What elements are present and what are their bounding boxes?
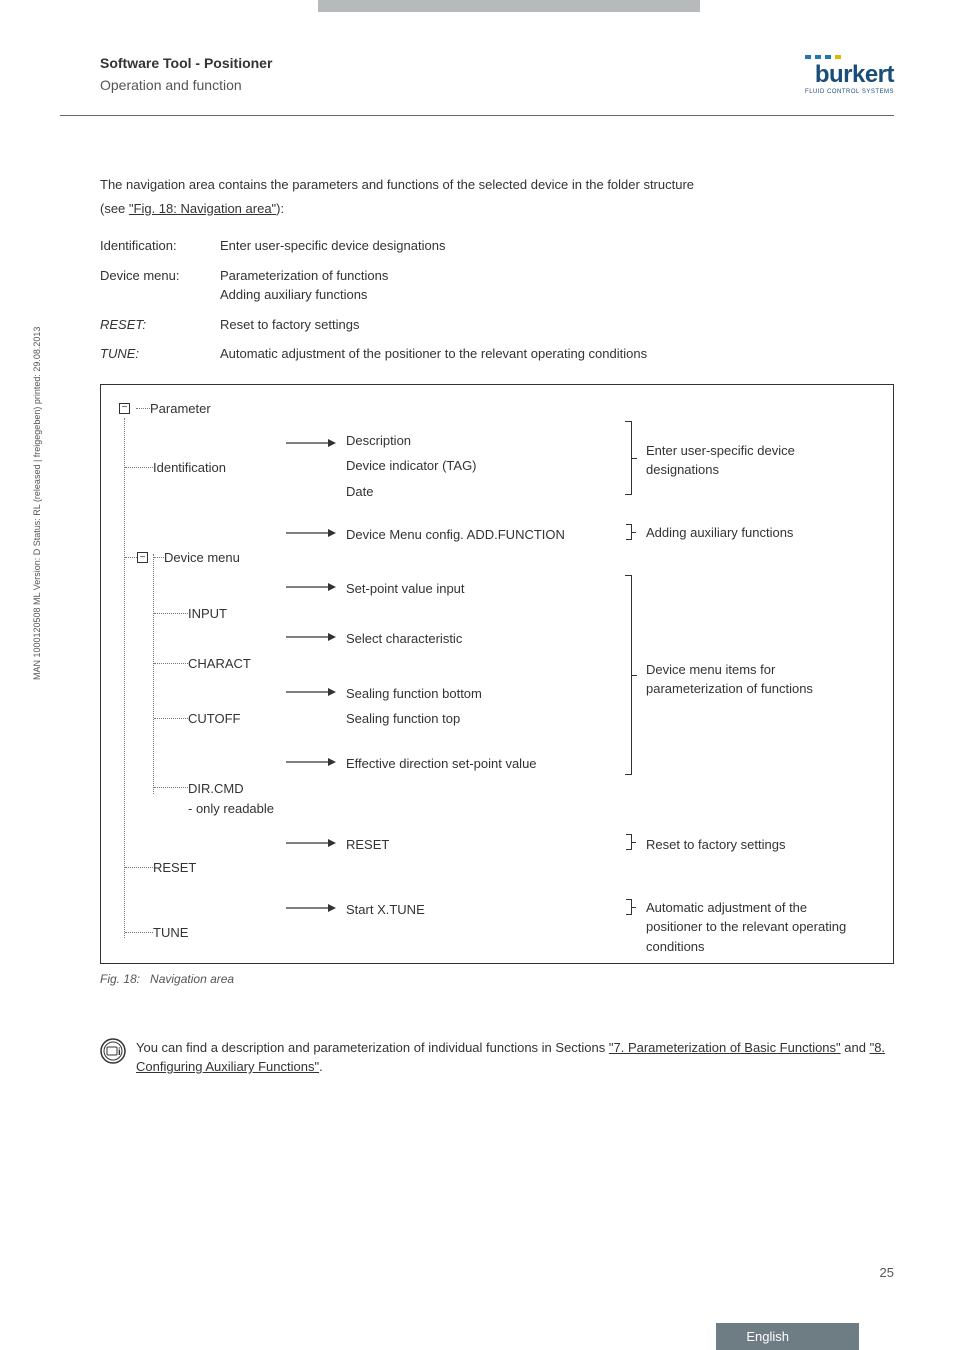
page-content: The navigation area contains the paramet… bbox=[100, 175, 894, 1077]
diagram-desc-tune: Start X.TUNE bbox=[346, 900, 425, 920]
logo-tagline: FLUID CONTROL SYSTEMS bbox=[805, 89, 894, 95]
tree-node-cutoff: CUTOFF bbox=[188, 709, 240, 729]
def-term: Device menu: bbox=[100, 266, 220, 305]
def-term: RESET: bbox=[100, 315, 220, 335]
def-term: TUNE: bbox=[100, 344, 220, 364]
arrow-icon bbox=[286, 438, 336, 448]
diagram-note-devmenu: Adding auxiliary functions bbox=[646, 523, 846, 543]
diagram-desc-charact: Select characteristic bbox=[346, 629, 462, 649]
svg-text:i: i bbox=[118, 1047, 121, 1058]
language-tab: English bbox=[716, 1323, 859, 1350]
link-section7[interactable]: "7. Parameterization of Basic Functions" bbox=[609, 1040, 841, 1055]
tree-node-tune: TUNE bbox=[153, 923, 188, 943]
tree-node-charact: CHARACT bbox=[188, 654, 251, 674]
arrow-icon bbox=[286, 903, 336, 913]
def-desc: Reset to factory settings bbox=[220, 315, 894, 335]
intro-line2: (see "Fig. 18: Navigation area"): bbox=[100, 199, 894, 219]
top-bar bbox=[0, 0, 954, 12]
figure-caption: Fig. 18: Navigation area bbox=[100, 970, 894, 988]
diagram-note-ident: Enter user-specific device designations bbox=[646, 441, 846, 480]
info-icon: i bbox=[100, 1038, 126, 1064]
doc-subtitle: Operation and function bbox=[100, 77, 272, 93]
tree-node-device-menu: Device menu bbox=[164, 548, 240, 568]
arrow-icon bbox=[286, 632, 336, 642]
def-desc: Automatic adjustment of the positioner t… bbox=[220, 344, 894, 364]
definition-list: Identification: Enter user-specific devi… bbox=[100, 236, 894, 364]
brand-logo: burkert FLUID CONTROL SYSTEMS bbox=[805, 55, 894, 95]
doc-title: Software Tool - Positioner bbox=[100, 55, 272, 71]
arrow-icon bbox=[286, 582, 336, 592]
arrow-icon bbox=[286, 687, 336, 697]
diagram-note-reset: Reset to factory settings bbox=[646, 835, 846, 855]
logo-text: burkert bbox=[805, 61, 894, 89]
page-number: 25 bbox=[880, 1265, 894, 1280]
def-desc: Parameterization of functions Adding aux… bbox=[220, 266, 894, 305]
tree-node-dircmd: DIR.CMD - only readable bbox=[188, 779, 274, 818]
collapse-icon: − bbox=[137, 552, 148, 563]
header-rule bbox=[60, 115, 894, 116]
diagram-desc-input: Set-point value input bbox=[346, 579, 465, 599]
def-term: Identification: bbox=[100, 236, 220, 256]
navigation-diagram: − Parameter Identification − Device menu bbox=[100, 384, 894, 964]
diagram-desc-devmenu: Device Menu config. ADD.FUNCTION bbox=[346, 525, 565, 545]
diagram-desc-reset: RESET bbox=[346, 835, 389, 855]
arrow-icon bbox=[286, 528, 336, 538]
tree-node-identification: Identification bbox=[153, 458, 226, 478]
diagram-desc-identification: Description Device indicator (TAG) Date bbox=[346, 431, 477, 502]
diagram-note-submenu: Device menu items for parameterization o… bbox=[646, 660, 846, 699]
diagram-desc-dircmd: Effective direction set-point value bbox=[346, 754, 537, 774]
arrow-icon bbox=[286, 838, 336, 848]
page-header: Software Tool - Positioner Operation and… bbox=[100, 55, 894, 95]
arrow-icon bbox=[286, 757, 336, 767]
collapse-icon: − bbox=[119, 403, 130, 414]
side-metadata: MAN 1000120508 ML Version: D Status: RL … bbox=[32, 327, 42, 680]
diagram-note-tune: Automatic adjustment of the positioner t… bbox=[646, 898, 856, 957]
tree-root: Parameter bbox=[150, 399, 211, 419]
tree-node-reset: RESET bbox=[153, 858, 196, 878]
def-desc: Enter user-specific device designations bbox=[220, 236, 894, 256]
info-note: i You can find a description and paramet… bbox=[100, 1038, 894, 1077]
tree-node-input: INPUT bbox=[188, 604, 227, 624]
fig-link[interactable]: "Fig. 18: Navigation area" bbox=[129, 201, 276, 216]
intro-line1: The navigation area contains the paramet… bbox=[100, 175, 894, 195]
diagram-desc-cutoff: Sealing function bottom Sealing function… bbox=[346, 684, 482, 729]
